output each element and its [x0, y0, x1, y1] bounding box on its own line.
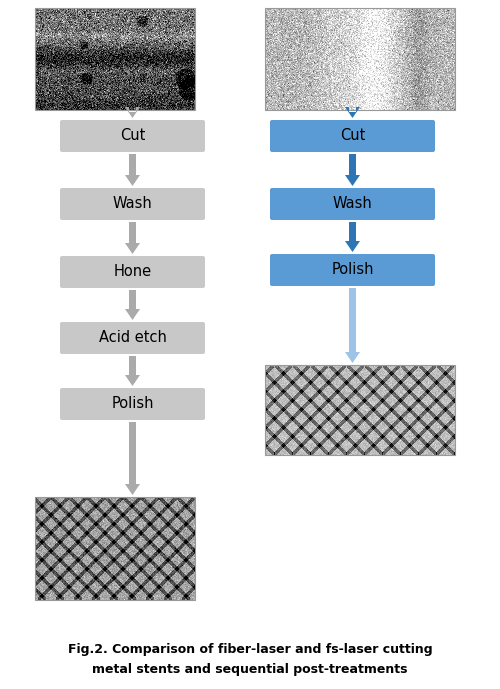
Bar	[35, 8, 195, 110]
Text: Acid etch: Acid etch	[98, 331, 166, 345]
Polygon shape	[125, 107, 140, 118]
FancyBboxPatch shape	[60, 188, 205, 220]
Bar	[265, 8, 455, 110]
FancyBboxPatch shape	[60, 322, 205, 354]
Polygon shape	[345, 222, 360, 252]
Text: Wash: Wash	[332, 196, 372, 212]
FancyBboxPatch shape	[60, 120, 205, 152]
Polygon shape	[125, 356, 140, 386]
FancyBboxPatch shape	[270, 254, 435, 286]
Polygon shape	[125, 222, 140, 254]
Polygon shape	[125, 154, 140, 186]
Polygon shape	[125, 422, 140, 495]
FancyBboxPatch shape	[60, 256, 205, 288]
Text: Hone: Hone	[114, 265, 152, 280]
FancyBboxPatch shape	[270, 120, 435, 152]
Text: metal stents and sequential post-treatments: metal stents and sequential post-treatme…	[92, 663, 408, 675]
Polygon shape	[345, 107, 360, 118]
Polygon shape	[345, 154, 360, 186]
Text: Polish: Polish	[331, 263, 374, 278]
Polygon shape	[345, 288, 360, 363]
FancyBboxPatch shape	[60, 388, 205, 420]
FancyBboxPatch shape	[270, 188, 435, 220]
Text: Cut: Cut	[120, 129, 145, 143]
Text: Wash: Wash	[112, 196, 152, 212]
Bar	[35, 497, 195, 600]
Text: Polish: Polish	[111, 396, 154, 411]
Bar	[265, 365, 455, 455]
Polygon shape	[125, 290, 140, 320]
Text: Cut: Cut	[340, 129, 365, 143]
Text: Fig.2. Comparison of fiber-laser and fs-laser cutting: Fig.2. Comparison of fiber-laser and fs-…	[68, 643, 432, 655]
